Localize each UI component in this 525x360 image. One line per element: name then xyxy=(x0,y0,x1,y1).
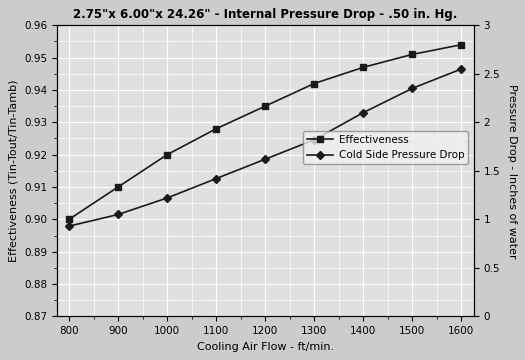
Cold Side Pressure Drop xyxy=(66,224,72,228)
Effectiveness xyxy=(213,127,219,131)
X-axis label: Cooling Air Flow - ft/min.: Cooling Air Flow - ft/min. xyxy=(197,342,334,352)
Effectiveness xyxy=(311,81,318,86)
Cold Side Pressure Drop xyxy=(458,67,465,71)
Line: Effectiveness: Effectiveness xyxy=(66,41,465,222)
Effectiveness xyxy=(458,42,465,47)
Title: 2.75"x 6.00"x 24.26" - Internal Pressure Drop - .50 in. Hg.: 2.75"x 6.00"x 24.26" - Internal Pressure… xyxy=(73,8,457,21)
Effectiveness xyxy=(360,65,366,69)
Legend: Effectiveness, Cold Side Pressure Drop: Effectiveness, Cold Side Pressure Drop xyxy=(303,131,468,164)
Cold Side Pressure Drop xyxy=(262,157,268,161)
Cold Side Pressure Drop xyxy=(164,196,170,200)
Cold Side Pressure Drop xyxy=(213,176,219,181)
Y-axis label: Pressure Drop - Inches of water: Pressure Drop - Inches of water xyxy=(507,84,517,258)
Effectiveness xyxy=(115,185,121,189)
Cold Side Pressure Drop xyxy=(115,212,121,217)
Line: Cold Side Pressure Drop: Cold Side Pressure Drop xyxy=(66,66,465,229)
Cold Side Pressure Drop xyxy=(409,86,415,90)
Effectiveness xyxy=(409,52,415,57)
Y-axis label: Effectiveness (Tin-Tout/Tin-Tamb): Effectiveness (Tin-Tout/Tin-Tamb) xyxy=(8,80,18,262)
Cold Side Pressure Drop xyxy=(360,111,366,115)
Cold Side Pressure Drop xyxy=(311,138,318,142)
Effectiveness xyxy=(66,217,72,221)
Effectiveness xyxy=(262,104,268,108)
Effectiveness xyxy=(164,153,170,157)
